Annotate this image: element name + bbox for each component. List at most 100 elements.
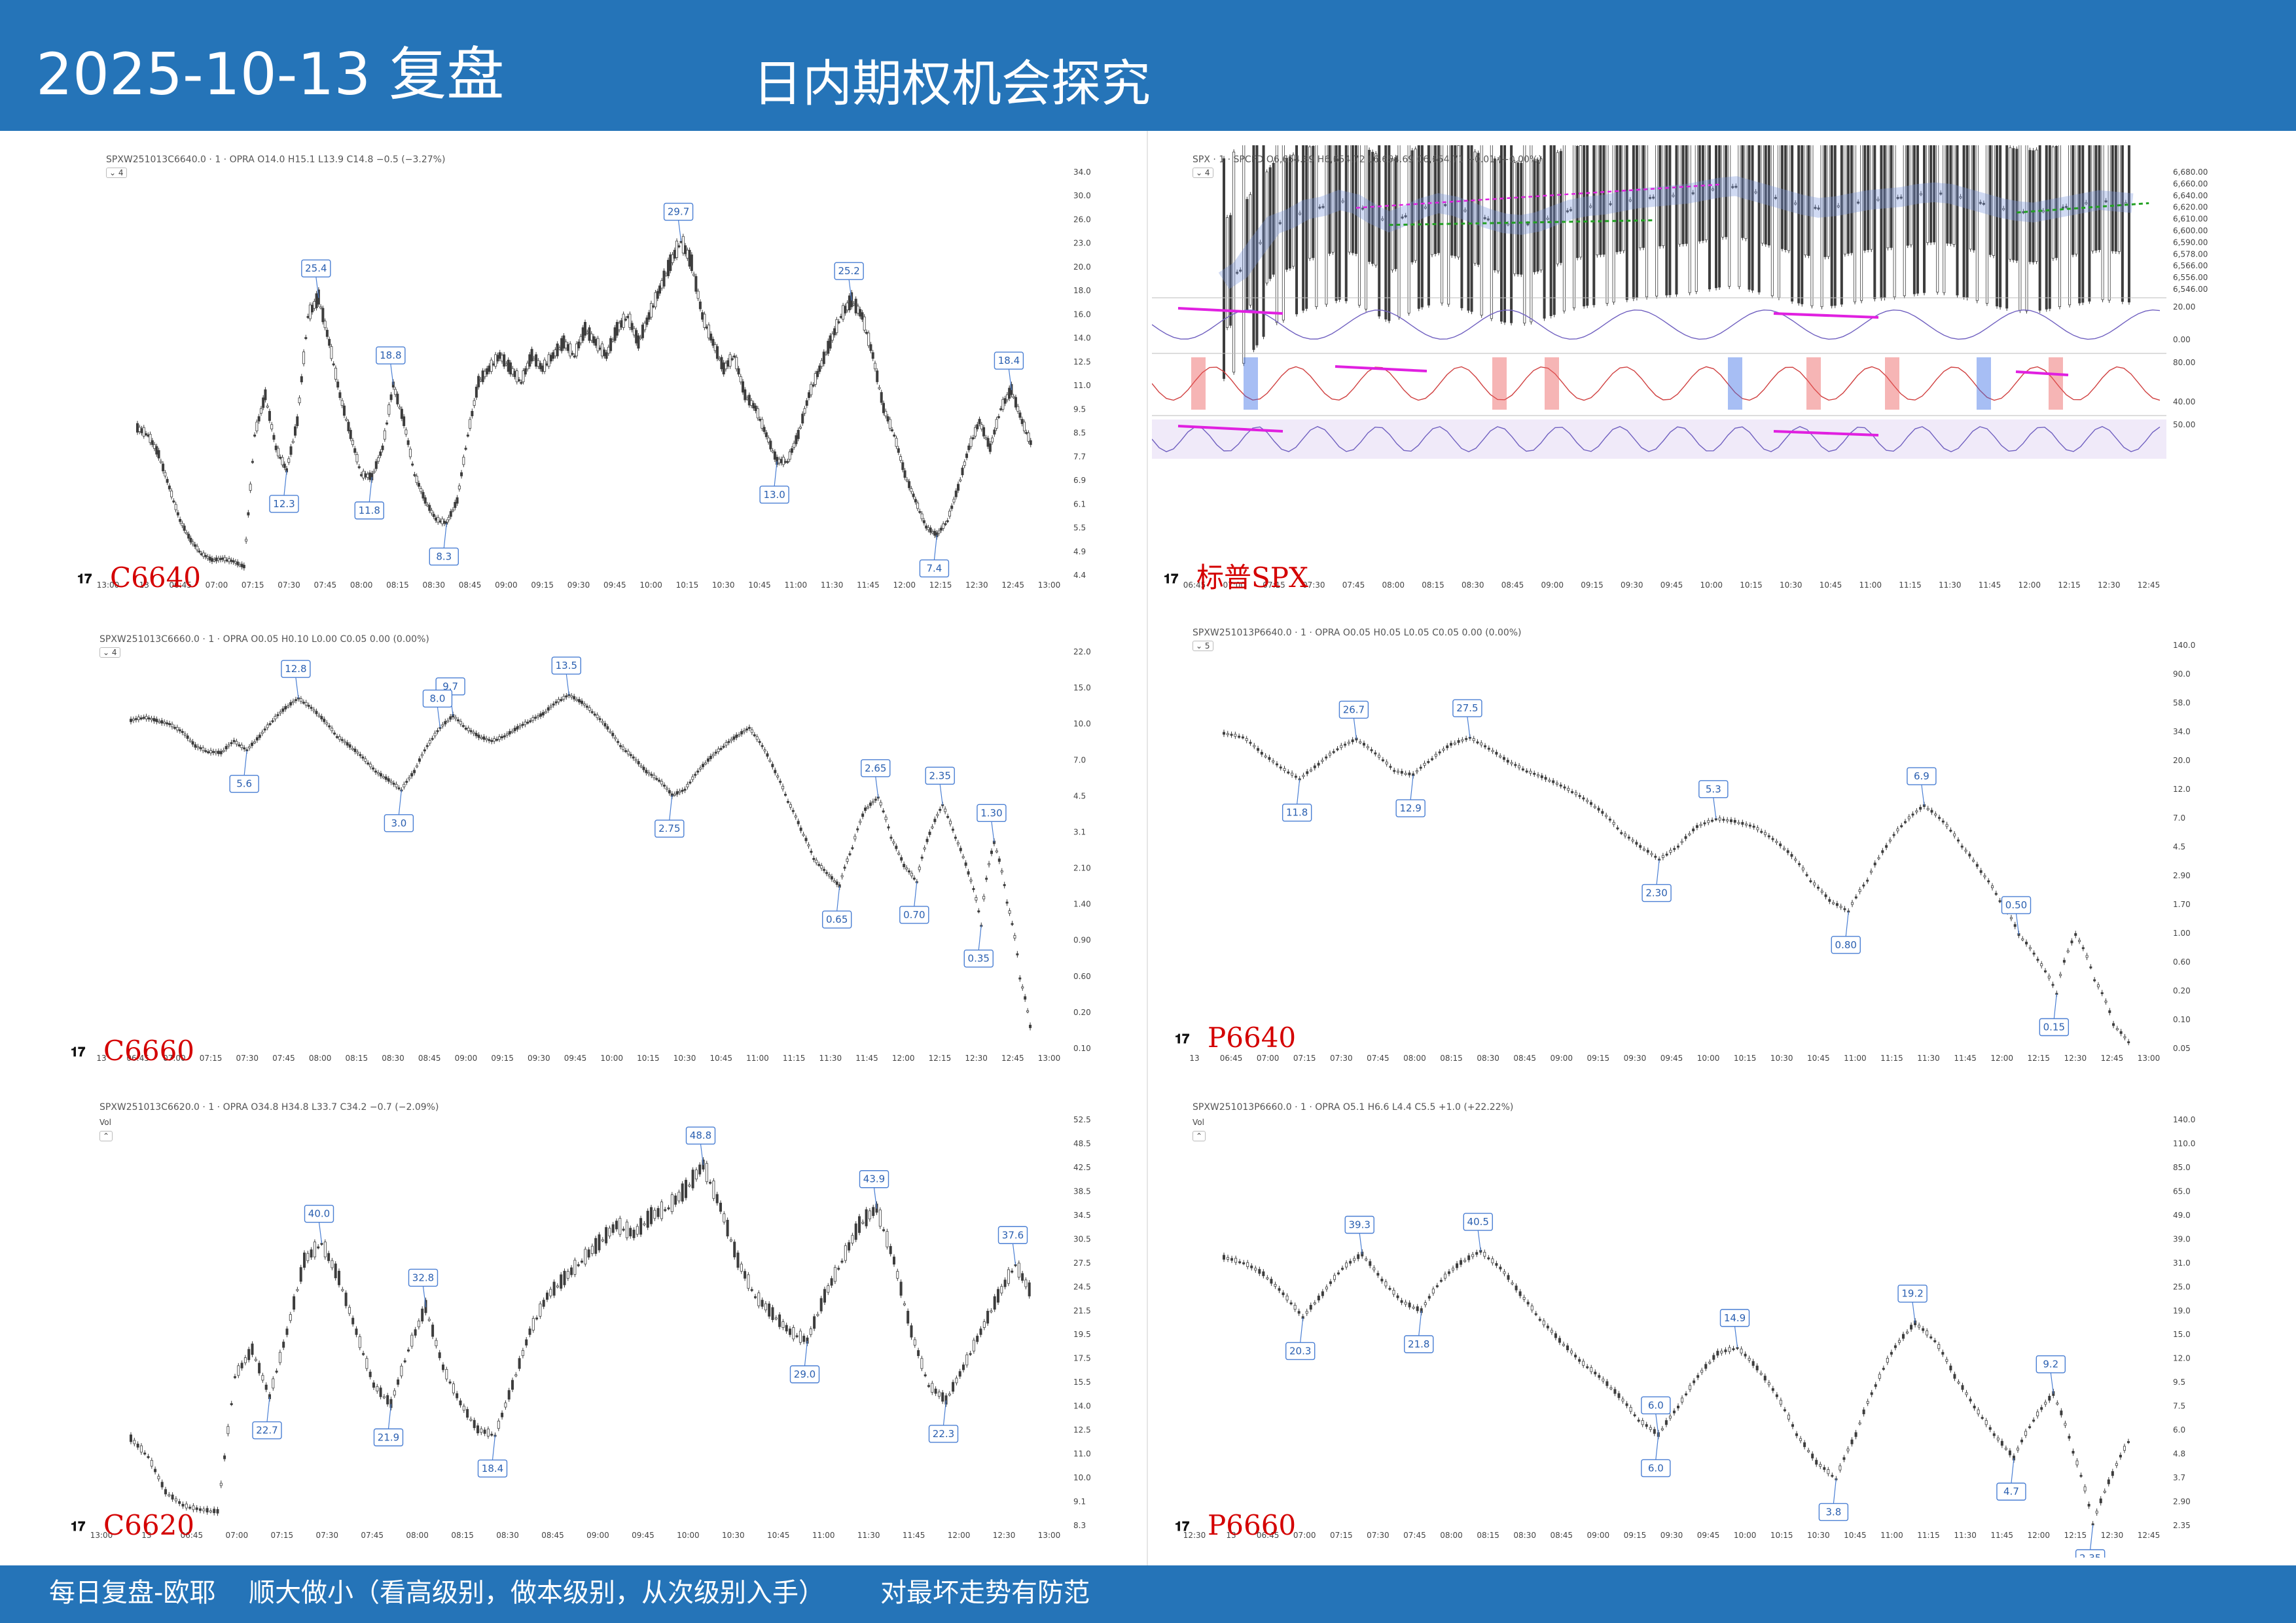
- candle-body: [1590, 1367, 1593, 1372]
- candle-body: [766, 753, 769, 757]
- callout-leader: [2011, 1458, 2015, 1484]
- candle-body: [1268, 167, 1272, 279]
- candle-body: [2079, 1474, 2083, 1477]
- candle-body: [1635, 842, 1638, 845]
- x-tick-label: 09:15: [1587, 1054, 1610, 1063]
- candle-body: [1715, 145, 1718, 289]
- candle-body: [142, 717, 145, 719]
- candle-body: [522, 370, 525, 382]
- candle-body: [1321, 1291, 1324, 1296]
- candle-body: [1381, 218, 1384, 221]
- candle-body: [328, 725, 331, 728]
- candle-body: [1308, 146, 1312, 259]
- candle-body: [1282, 145, 1285, 321]
- candle-body: [910, 488, 913, 492]
- candle-body: [136, 423, 139, 433]
- candle-body: [1957, 1382, 1960, 1384]
- callout-box: [2039, 1018, 2070, 1037]
- candle-body: [1897, 1340, 1901, 1343]
- candle-body: [635, 330, 638, 344]
- candle-body: [728, 354, 732, 367]
- chart-c6660[interactable]: 22.0 15.0 10.0 7.0 4.5 3.1 2.10 1.40 0.90 0.60 0.2…: [59, 625, 1113, 1080]
- callout-leader: [1353, 718, 1357, 740]
- candle-body: [223, 557, 226, 562]
- candle-body: [1767, 145, 1770, 245]
- candle-body: [480, 1428, 483, 1433]
- candle-body: [858, 1216, 861, 1233]
- candle-body: [254, 1359, 257, 1361]
- candle-body: [724, 363, 727, 370]
- candle-body: [1467, 145, 1470, 311]
- candle-body: [2059, 974, 2062, 976]
- candle-body: [1520, 162, 1523, 275]
- chart-p6660[interactable]: 140.0 110.0 85.0 65.0 49.0 39.0 31.0 25.0 19.0 15…: [1152, 1093, 2212, 1558]
- indicator-collapse-button[interactable]: ⌄ 4: [1193, 168, 1213, 178]
- candle-body: [1362, 743, 1365, 746]
- candle-body: [976, 1336, 979, 1342]
- candle-body: [1357, 145, 1361, 306]
- candle-body: [844, 1245, 847, 1261]
- candle-body: [1028, 1282, 1031, 1296]
- candle-body: [255, 421, 259, 431]
- candle-body: [637, 335, 640, 349]
- candle-body: [717, 749, 720, 752]
- candle-body: [374, 461, 378, 469]
- y-tick-label: 6,546.00: [2173, 285, 2208, 294]
- candle-body: [1929, 145, 1933, 243]
- candle-body: [639, 337, 642, 339]
- candle-body: [448, 1382, 452, 1383]
- divergence-line: [2015, 370, 2069, 376]
- candle-body: [571, 353, 574, 355]
- y-tick-label: 2.90: [2173, 1497, 2191, 1507]
- indicator-collapse-button[interactable]: ⌄ 5: [1193, 641, 1213, 651]
- candle-body: [437, 517, 440, 523]
- candle-body: [864, 807, 867, 811]
- chart-c6620[interactable]: 52.5 48.5 42.5 38.5 34.5 30.5 27.5 24.5 21.5 19.5…: [59, 1093, 1113, 1558]
- callout-box: [301, 259, 331, 277]
- candle-body: [1996, 145, 1999, 307]
- chart-c6640[interactable]: 34.0 30.0 26.0 23.0 20.0 18.0 16.0 14.0 12.5 11.0…: [65, 145, 1113, 607]
- x-tick-label: 12:30: [965, 1054, 988, 1063]
- candle-body: [162, 463, 165, 472]
- candle-body: [1552, 145, 1556, 315]
- candle-body: [570, 1267, 573, 1275]
- candle-body: [997, 1289, 1000, 1303]
- x-tick-label: 08:45: [1501, 580, 1524, 590]
- indicator-collapse-button[interactable]: ⌃: [99, 1131, 113, 1141]
- y-tick-label: 140.0: [2173, 641, 2195, 650]
- candle-body: [557, 699, 560, 703]
- candle-body: [479, 379, 482, 382]
- symbol-line: SPXW251013C6640.0 · 1 · OPRA O14.0 H15.1…: [106, 154, 446, 165]
- x-tick-label: 12:00: [892, 1054, 915, 1063]
- candle-body: [469, 730, 473, 732]
- candle-body: [2058, 145, 2061, 308]
- indicator-collapse-button[interactable]: ⌃: [1193, 1131, 1206, 1141]
- candle-body: [590, 1245, 594, 1255]
- candle-body: [677, 1192, 681, 1202]
- candle-body: [851, 847, 854, 849]
- candle-body: [1232, 151, 1236, 373]
- candle-body: [971, 437, 975, 439]
- report-topic: 日内期权机会探究: [753, 54, 1151, 113]
- candle-body: [294, 699, 297, 702]
- candle-body: [1351, 145, 1354, 253]
- candle-body: [771, 450, 774, 453]
- indicator-collapse-button[interactable]: ⌄ 4: [106, 168, 127, 178]
- candle-body: [475, 386, 478, 398]
- candle-body: [170, 724, 173, 728]
- candle-body: [353, 749, 357, 752]
- callout-leader: [804, 1340, 808, 1366]
- candle-body: [1624, 833, 1627, 836]
- candle-body: [1720, 1350, 1723, 1353]
- indicator-collapse-button[interactable]: ⌄ 4: [99, 647, 120, 658]
- x-tick-label: 10:00: [1734, 1531, 1757, 1540]
- chart-p6640[interactable]: 140.0 90.0 58.0 34.0 20.0 12.0 7.0 4.5 2.90 1.70 1…: [1152, 618, 2212, 1080]
- chart-spx[interactable]: 6,680.00 6,660.00 6,640.00 6,620.00 6,610.00…: [1152, 145, 2212, 607]
- candle-body: [500, 355, 503, 362]
- candle-body: [837, 1268, 840, 1270]
- candle-body: [1653, 1429, 1656, 1434]
- candle-body: [2126, 1441, 2130, 1443]
- candle-body: [351, 440, 354, 445]
- candle-body: [206, 556, 209, 559]
- candle-body: [292, 701, 295, 704]
